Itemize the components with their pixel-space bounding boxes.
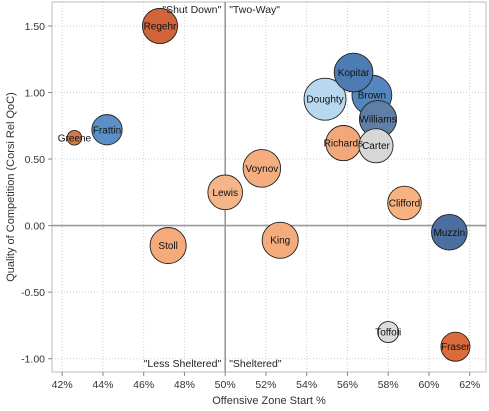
bubble-label-clifford: Clifford bbox=[389, 198, 421, 209]
bubble-label-regehr: Regehr bbox=[144, 21, 177, 32]
quadrant-label-top-left: "Shut Down" bbox=[162, 4, 221, 16]
bubble-label-voynov: Voynov bbox=[245, 164, 278, 175]
bubble-doughty bbox=[303, 77, 347, 121]
x-tick-label: 48% bbox=[174, 379, 195, 391]
bubble-label-doughty: Doughty bbox=[306, 95, 343, 106]
quadrant-label-bottom-left: "Less Sheltered" bbox=[144, 358, 222, 370]
bubble-label-greene: Greene bbox=[58, 133, 92, 144]
x-tick-label: 62% bbox=[459, 379, 480, 391]
bubble-label-king: King bbox=[270, 236, 290, 247]
bubble-label-fraser: Fraser bbox=[441, 342, 471, 353]
bubble-toffoli bbox=[377, 321, 400, 344]
bubble-kopitar bbox=[333, 52, 374, 93]
x-tick-label: 58% bbox=[378, 379, 399, 391]
bubble-fraser bbox=[440, 331, 471, 362]
data-points bbox=[66, 7, 471, 362]
bubble-label-toffoli: Toffoli bbox=[375, 328, 401, 339]
bubble-label-frattin: Frattin bbox=[93, 125, 121, 136]
x-tick-label: 56% bbox=[337, 379, 358, 391]
plot-area bbox=[51, 1, 487, 373]
y-tick-label: 0.00 bbox=[25, 221, 46, 233]
bubble-carter bbox=[358, 128, 394, 164]
grid-layer bbox=[51, 1, 487, 373]
x-tick-label: 42% bbox=[52, 379, 73, 391]
x-tick-label: 52% bbox=[255, 379, 276, 391]
bubble-regehr bbox=[141, 7, 179, 44]
bubble-king bbox=[261, 221, 299, 259]
bubble-label-stoll: Stoll bbox=[158, 241, 177, 252]
bubble-lewis bbox=[207, 174, 243, 211]
x-tick-label: 54% bbox=[296, 379, 317, 391]
y-tick-label: 1.50 bbox=[25, 21, 46, 33]
bubble-stoll bbox=[149, 227, 187, 265]
bubble-label-lewis: Lewis bbox=[212, 188, 238, 199]
x-axis-title: Offensive Zone Start % bbox=[212, 395, 326, 407]
quadrant-label-top-right: "Two-Way" bbox=[229, 4, 280, 16]
bubble-label-muzzin: Muzzin bbox=[433, 228, 465, 239]
quadrant-labels: "Shut Down" "Two-Way" "Less Sheltered" "She… bbox=[144, 4, 282, 370]
bubble-label-williams: Williams bbox=[359, 115, 396, 126]
axes: 42% 44% 46% 48% 50% 52% 54% 56% 58% 60% 62% 1.50 1.0… bbox=[21, 21, 480, 391]
quadrant-label-bottom-right: "Sheltered" bbox=[229, 358, 282, 370]
bubble-frattin bbox=[91, 114, 123, 146]
y-tick-label: -1.00 bbox=[21, 354, 45, 366]
bubble-clifford bbox=[387, 185, 422, 221]
bubble-label-richards: Richards bbox=[324, 139, 363, 150]
bubble-label-carter: Carter bbox=[362, 141, 390, 152]
bubble-muzzin bbox=[431, 213, 468, 251]
bubble-label-brown: Brown bbox=[358, 91, 386, 102]
bubble-greene bbox=[66, 130, 83, 146]
x-tick-label: 60% bbox=[418, 379, 439, 391]
bubble-voynov bbox=[242, 149, 282, 188]
x-tick-label: 44% bbox=[92, 379, 113, 391]
y-axis-title: Quality of Competition (Corsi Rel QoC) bbox=[5, 92, 17, 282]
x-tick-label: 50% bbox=[215, 379, 236, 391]
bubble-label-kopitar: Kopitar bbox=[338, 68, 370, 79]
y-tick-label: -0.50 bbox=[21, 287, 45, 299]
y-tick-label: 1.00 bbox=[25, 88, 46, 100]
x-tick-label: 46% bbox=[133, 379, 154, 391]
y-tick-label: 0.50 bbox=[25, 154, 46, 166]
